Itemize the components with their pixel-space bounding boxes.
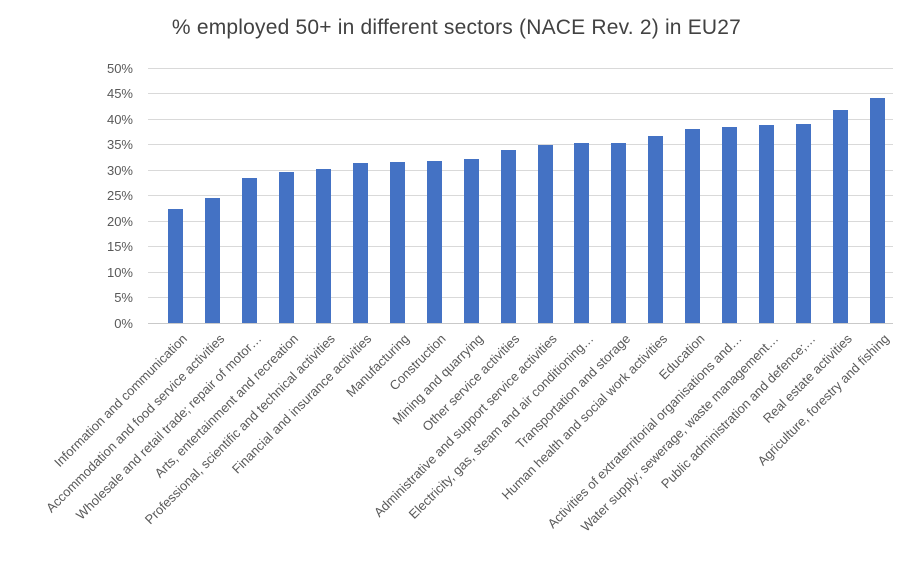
bar [870,98,886,323]
gridline [148,118,893,120]
x-axis-line [148,322,893,324]
gridline [148,195,893,196]
gridline [148,297,893,298]
bar [463,158,479,323]
bar [611,142,627,323]
y-axis-tick-label: 40% [106,111,133,127]
bar [537,145,553,323]
y-axis-tick-label: 5% [114,290,133,305]
gridline [148,271,893,273]
gridline [148,67,893,69]
bar [796,124,812,323]
bar [241,178,257,323]
y-axis-tick-label: 0% [114,315,133,331]
bar [648,135,664,323]
bar [204,198,220,323]
bar [278,172,294,323]
y-axis-tick-label: 35% [106,137,133,152]
bar [168,209,183,323]
bar [389,161,405,323]
y-axis-tick-label: 10% [106,264,133,280]
bar [759,124,775,323]
bar [722,127,738,323]
bar [352,162,368,323]
bar [833,109,849,323]
gridline [148,246,893,247]
bar [500,150,516,323]
y-axis-tick-label: 25% [106,188,133,203]
y-axis-tick-label: 30% [106,162,133,178]
y-axis-tick-label: 15% [106,239,133,254]
y-axis-tick-label: 45% [106,86,133,101]
bar [574,143,590,323]
gridline [148,169,893,171]
y-axis-tick-label: 50% [106,60,133,76]
gridline [148,220,893,222]
gridline [148,144,893,145]
y-axis-tick-label: 20% [106,213,133,229]
gridline [148,93,893,94]
bar [685,128,701,323]
x-axis-category-label: Information and communication [51,331,191,470]
bar [426,161,442,323]
bar [315,169,331,323]
chart-title: % employed 50+ in different sectors (NAC… [171,16,742,39]
